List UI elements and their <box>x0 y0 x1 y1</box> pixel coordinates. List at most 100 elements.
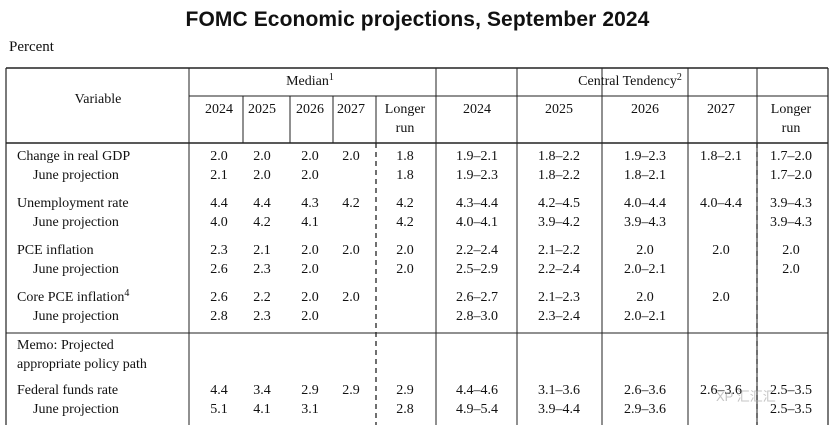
median-value: 4.2 <box>253 215 271 230</box>
median-value: 4.4 <box>253 196 271 211</box>
central-tendency-value: 1.9–2.3 <box>456 168 498 183</box>
median-value: 2.1 <box>253 243 271 258</box>
median-year-header: 2027 <box>337 102 365 117</box>
central-tendency-value: 2.0–2.1 <box>624 309 666 324</box>
median-value: 2.0 <box>396 262 414 277</box>
central-tendency-value: 2.6–3.6 <box>624 383 666 398</box>
central-tendency-value: 2.1–2.3 <box>538 290 580 305</box>
central-tendency-value: 3.1–3.6 <box>538 383 580 398</box>
median-value: 2.9 <box>301 383 319 398</box>
row-label: June projection <box>33 402 119 417</box>
central-tendency-value: 4.0–4.4 <box>700 196 742 211</box>
median-value: 4.3 <box>301 196 319 211</box>
central-tendency-value: 2.0 <box>636 290 654 305</box>
central-tendency-value: 1.8–2.2 <box>538 149 580 164</box>
ct-year-header: 2024 <box>463 102 491 117</box>
median-value: 2.0 <box>301 290 319 305</box>
median-year-header: 2024 <box>205 102 233 117</box>
central-tendency-value: 2.1–2.2 <box>538 243 580 258</box>
ct-year-header: 2026 <box>631 102 659 117</box>
central-tendency-value: 4.4–4.6 <box>456 383 498 398</box>
central-tendency-value: 2.2–2.4 <box>456 243 498 258</box>
central-tendency-value: 1.9–2.1 <box>456 149 498 164</box>
central-tendency-value: 1.8–2.2 <box>538 168 580 183</box>
median-value: 2.3 <box>210 243 228 258</box>
median-value: 4.4 <box>210 383 228 398</box>
memo-label: Memo: Projected <box>17 338 114 353</box>
central-tendency-value: 2.3–2.4 <box>538 309 580 324</box>
median-value: 2.0 <box>301 309 319 324</box>
unit-label: Percent <box>9 39 54 55</box>
median-value: 4.0 <box>210 215 228 230</box>
longer-run-header: Longer <box>385 102 426 117</box>
row-label: June projection <box>33 309 119 324</box>
median-value: 4.1 <box>253 402 271 417</box>
median-year-header: 2026 <box>296 102 324 117</box>
median-value: 4.4 <box>210 196 228 211</box>
central-tendency-value: 2.0 <box>712 243 730 258</box>
central-tendency-value: 2.0 <box>712 290 730 305</box>
central-tendency-value: 4.9–5.4 <box>456 402 498 417</box>
median-value: 2.0 <box>301 262 319 277</box>
row-label: Change in real GDP <box>17 149 130 164</box>
row-label: June projection <box>33 168 119 183</box>
median-value: 2.0 <box>301 243 319 258</box>
median-value: 1.8 <box>396 168 414 183</box>
row-label: June projection <box>33 262 119 277</box>
central-tendency-value: 2.9–3.6 <box>624 402 666 417</box>
row-label: Federal funds rate <box>17 383 118 398</box>
central-tendency-value: 2.0–2.1 <box>624 262 666 277</box>
median-value: 2.2 <box>253 290 271 305</box>
median-value: 2.6 <box>210 290 228 305</box>
longer-run-header: run <box>782 121 801 136</box>
median-value: 3.1 <box>301 402 319 417</box>
median-header: Median1 <box>286 72 334 89</box>
central-tendency-value: 4.2–4.5 <box>538 196 580 211</box>
row-label: Core PCE inflation4 <box>17 288 129 305</box>
central-tendency-value: 2.8–3.0 <box>456 309 498 324</box>
median-value: 3.4 <box>253 383 271 398</box>
watermark: XP 汇汇汇 <box>716 389 776 404</box>
central-tendency-value: 1.7–2.0 <box>770 168 812 183</box>
central-tendency-value: 3.9–4.3 <box>624 215 666 230</box>
central-tendency-value: 2.5–3.5 <box>770 383 812 398</box>
median-value: 2.0 <box>253 149 271 164</box>
median-value: 2.3 <box>253 262 271 277</box>
central-tendency-value: 4.3–4.4 <box>456 196 498 211</box>
row-label: June projection <box>33 215 119 230</box>
median-value: 2.6 <box>210 262 228 277</box>
central-tendency-value: 1.9–2.3 <box>624 149 666 164</box>
central-tendency-value: 3.9–4.3 <box>770 196 812 211</box>
median-value: 2.0 <box>342 290 360 305</box>
median-value: 2.9 <box>396 383 414 398</box>
central-tendency-value: 2.6–3.6 <box>700 383 742 398</box>
central-tendency-value: 1.8–2.1 <box>700 149 742 164</box>
central-tendency-value: 2.0 <box>636 243 654 258</box>
median-value: 4.1 <box>301 215 319 230</box>
central-tendency-value: 2.5–2.9 <box>456 262 498 277</box>
median-value: 2.0 <box>301 168 319 183</box>
median-year-header: 2025 <box>248 102 276 117</box>
median-value: 2.9 <box>342 383 360 398</box>
memo-label: appropriate policy path <box>17 357 147 372</box>
median-value: 5.1 <box>210 402 228 417</box>
median-value: 2.0 <box>301 149 319 164</box>
central-tendency-value: 2.2–2.4 <box>538 262 580 277</box>
central-tendency-value: 3.9–4.2 <box>538 215 580 230</box>
page-title: FOMC Economic projections, September 202… <box>185 8 650 31</box>
central-tendency-value: 3.9–4.4 <box>538 402 580 417</box>
central-tendency-value: 4.0–4.4 <box>624 196 666 211</box>
central-tendency-value: 4.0–4.1 <box>456 215 498 230</box>
central-tendency-value: 1.7–2.0 <box>770 149 812 164</box>
median-value: 1.8 <box>396 149 414 164</box>
central-tendency-header: Central Tendency2 <box>578 72 682 89</box>
median-value: 4.2 <box>396 215 414 230</box>
central-tendency-value: 1.8–2.1 <box>624 168 666 183</box>
median-value: 2.0 <box>342 243 360 258</box>
median-value: 2.8 <box>396 402 414 417</box>
ct-year-header: 2027 <box>707 102 735 117</box>
median-value: 2.0 <box>342 149 360 164</box>
median-value: 4.2 <box>342 196 360 211</box>
row-label: PCE inflation <box>17 243 94 258</box>
